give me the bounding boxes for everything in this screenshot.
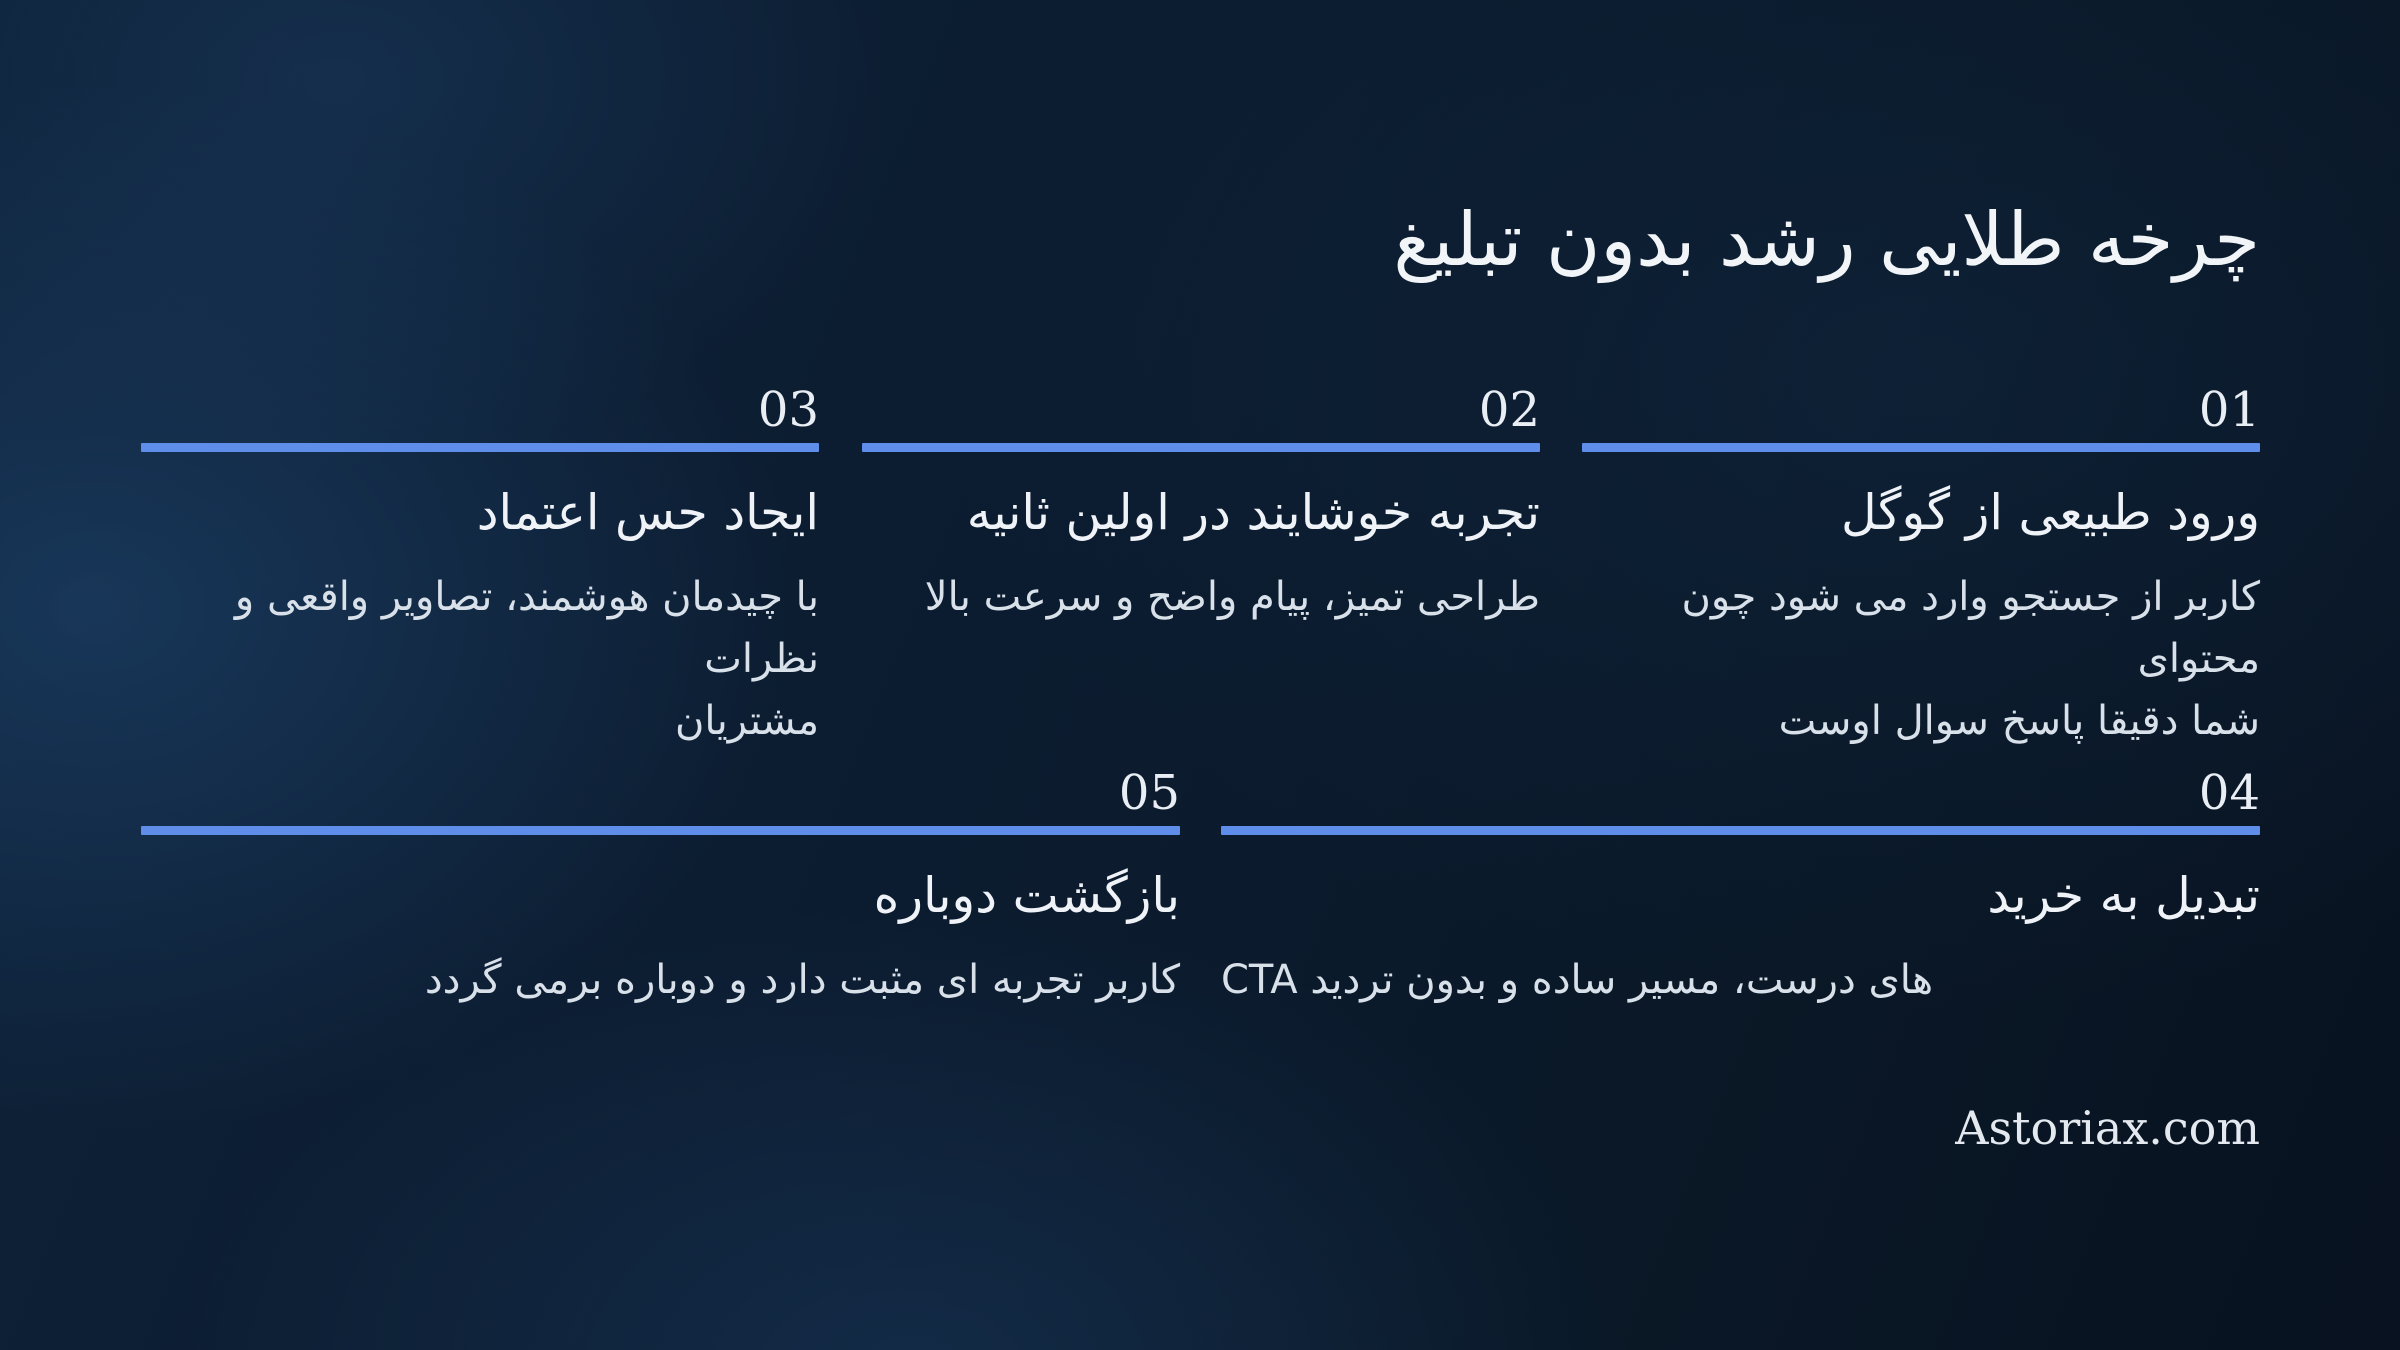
step-description: کاربر تجربه ای مثبت دارد و دوباره برمی گ…: [424, 957, 1180, 1003]
step-number: 05: [1118, 765, 1180, 821]
step-title: تجربه خوشایند در اولین ثانیه: [966, 484, 1540, 541]
step-card-03: 03 ایجاد حس اعتماد با چیدمان هوشمند، تصا…: [141, 382, 819, 752]
step-card-02: 02 تجربه خوشایند در اولین ثانیه طراحی تم…: [862, 382, 1540, 628]
step-card-04: 04 تبدیل به خرید CTA های درست، مسیر ساده…: [1221, 765, 2260, 1011]
step-number: 01: [2198, 382, 2260, 438]
step-accent-rule: [141, 826, 1180, 835]
step-title: ایجاد حس اعتماد: [476, 484, 819, 541]
step-number: 02: [1478, 382, 1540, 438]
step-description: کاربر از جستجو وارد می شود چون محتوای شم…: [1681, 574, 2260, 744]
step-accent-rule: [862, 443, 1540, 452]
step-description: طراحی تمیز، پیام واضح و سرعت بالا: [924, 574, 1540, 620]
step-description: CTA های درست، مسیر ساده و بدون تردید: [1221, 957, 1934, 1003]
footer-brand: Astoriax.com: [1955, 1101, 2260, 1155]
step-number: 03: [757, 382, 819, 438]
step-title: تبدیل به خرید: [1987, 867, 2260, 924]
step-accent-rule: [1582, 443, 2260, 452]
step-accent-rule: [141, 443, 819, 452]
step-card-05: 05 بازگشت دوباره کاربر تجربه ای مثبت دار…: [141, 765, 1180, 1011]
step-number: 04: [2198, 765, 2260, 821]
step-title: ورود طبیعی از گوگل: [1841, 484, 2260, 541]
step-description: با چیدمان هوشمند، تصاویر واقعی و نظرات م…: [234, 574, 819, 744]
step-title: بازگشت دوباره: [873, 867, 1180, 924]
page-title: چرخه طلایی رشد بدون تبلیغ: [1393, 197, 2260, 283]
step-card-01: 01 ورود طبیعی از گوگل کاربر از جستجو وار…: [1582, 382, 2260, 752]
step-accent-rule: [1221, 826, 2260, 835]
